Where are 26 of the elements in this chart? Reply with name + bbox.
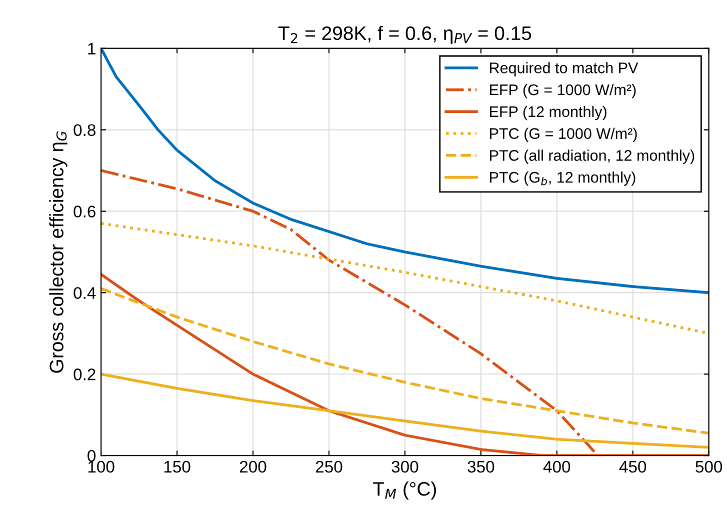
legend-label: EFP (G = 1000 W/m²) (490, 84, 636, 98)
chart-title: T$_{2}$ = 298K, f = 0.6, η$_{PV}$ = 0.15 (278, 26, 532, 44)
x-tick-label: 200 (240, 460, 266, 473)
x-tick-label: 100 (88, 460, 114, 473)
y-tick-label: 0.8 (74, 124, 96, 136)
x-tick-label: 450 (619, 460, 646, 473)
x-tick-label: 300 (392, 460, 418, 473)
legend-label: EFP (12 monthly) (490, 106, 606, 120)
y-tick-label: 1 (88, 42, 96, 54)
legend-label: Required to match PV (490, 62, 638, 76)
x-tick-label: 150 (164, 460, 190, 473)
legend-label: PTC (all radiation, 12 monthly) (490, 150, 694, 164)
line-series (101, 287, 709, 435)
x-tick-label: 250 (316, 460, 342, 473)
x-tick-label: 500 (696, 460, 722, 473)
y-axis-title: Gross collector efficiency η$_{G}$ (49, 131, 68, 373)
y-tick-label: 0.6 (74, 206, 96, 218)
line-series (101, 372, 709, 449)
x-axis-title: T$_{M}$ (°C) (373, 482, 436, 500)
y-tick-label: 0.2 (74, 368, 96, 380)
y-tick-label: 0 (88, 450, 96, 462)
legend-label: PTC (G$_{b}$, 12 monthly) (490, 172, 636, 186)
x-tick-label: 400 (543, 460, 570, 473)
y-tick-label: 0.4 (74, 287, 96, 299)
x-tick-label: 350 (468, 460, 494, 473)
legend-label: PTC (G = 1000 W/m²) (490, 128, 637, 142)
